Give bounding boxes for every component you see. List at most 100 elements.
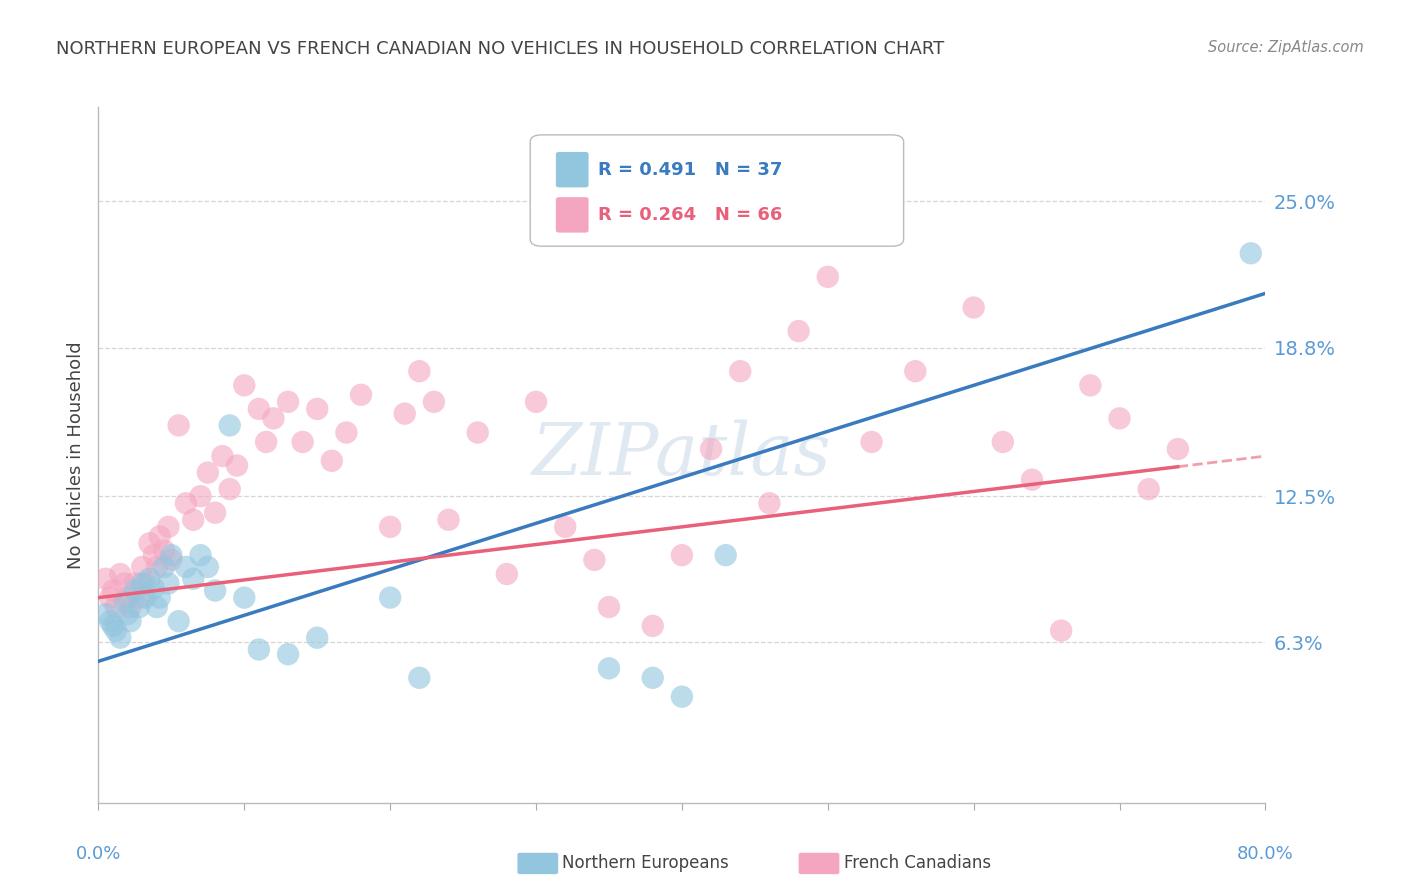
Point <box>1108 411 1130 425</box>
Point <box>174 560 197 574</box>
Point <box>262 411 284 425</box>
Point <box>598 600 620 615</box>
Point <box>181 513 204 527</box>
Point <box>104 600 127 615</box>
FancyBboxPatch shape <box>555 197 589 233</box>
Point <box>146 600 169 615</box>
Text: Source: ZipAtlas.com: Source: ZipAtlas.com <box>1208 40 1364 55</box>
Point <box>335 425 357 440</box>
Point <box>1080 378 1102 392</box>
Point <box>554 520 576 534</box>
Point <box>114 595 136 609</box>
Point <box>758 496 780 510</box>
Point <box>817 269 839 284</box>
Point <box>254 434 277 449</box>
Point <box>394 407 416 421</box>
Point <box>120 600 142 615</box>
Point <box>167 418 190 433</box>
Point <box>181 572 204 586</box>
Point <box>277 647 299 661</box>
Point <box>157 520 180 534</box>
Point <box>408 364 430 378</box>
Point <box>211 449 233 463</box>
Point <box>157 576 180 591</box>
Point <box>378 520 402 534</box>
Point <box>700 442 723 456</box>
Point <box>291 434 314 449</box>
Point <box>98 614 121 628</box>
Point <box>671 548 693 562</box>
Point <box>321 454 343 468</box>
Point <box>904 364 927 378</box>
Point <box>131 576 153 591</box>
Point <box>94 607 117 621</box>
Point <box>134 576 156 591</box>
Point <box>142 548 165 562</box>
Point <box>128 591 150 605</box>
Point <box>117 591 139 605</box>
Point <box>233 591 256 605</box>
Text: 80.0%: 80.0% <box>1237 846 1294 863</box>
Point <box>146 560 169 574</box>
Point <box>160 553 183 567</box>
Point <box>598 661 620 675</box>
Point <box>98 591 121 605</box>
Point <box>94 572 117 586</box>
Point <box>641 671 664 685</box>
Point <box>233 378 256 392</box>
Point <box>120 614 142 628</box>
Point <box>495 567 517 582</box>
Point <box>583 553 606 567</box>
Point <box>226 458 249 473</box>
Point <box>787 324 810 338</box>
Point <box>149 591 172 605</box>
Point <box>408 671 430 685</box>
Point <box>142 581 165 595</box>
Text: ZIPatlas: ZIPatlas <box>531 419 832 491</box>
Point <box>218 418 240 433</box>
Point <box>160 548 183 562</box>
Point <box>190 489 212 503</box>
Point <box>197 466 219 480</box>
Point <box>110 567 132 582</box>
Point <box>153 543 176 558</box>
Text: 0.0%: 0.0% <box>76 846 121 863</box>
Y-axis label: No Vehicles in Household: No Vehicles in Household <box>66 341 84 569</box>
Point <box>124 583 146 598</box>
Point <box>114 576 136 591</box>
Point <box>128 600 150 615</box>
Point <box>307 631 329 645</box>
Point <box>204 506 226 520</box>
Point <box>138 536 160 550</box>
Point <box>277 395 299 409</box>
Point <box>174 496 197 510</box>
Point <box>641 619 664 633</box>
Point <box>153 560 176 574</box>
Point <box>197 560 219 574</box>
Point <box>247 401 270 416</box>
Point <box>204 583 226 598</box>
Point <box>1240 246 1263 260</box>
Point <box>714 548 737 562</box>
Point <box>437 513 460 527</box>
Point <box>138 572 160 586</box>
Point <box>1021 473 1043 487</box>
Point <box>671 690 693 704</box>
Point <box>1050 624 1073 638</box>
Point <box>101 619 124 633</box>
Point <box>962 301 984 315</box>
Point <box>149 529 172 543</box>
Point <box>728 364 751 378</box>
Point <box>524 395 547 409</box>
Point <box>110 631 132 645</box>
Point <box>1137 482 1160 496</box>
Point <box>1167 442 1189 456</box>
FancyBboxPatch shape <box>555 152 589 187</box>
FancyBboxPatch shape <box>530 135 904 246</box>
Point <box>350 388 373 402</box>
Text: NORTHERN EUROPEAN VS FRENCH CANADIAN NO VEHICLES IN HOUSEHOLD CORRELATION CHART: NORTHERN EUROPEAN VS FRENCH CANADIAN NO … <box>56 40 945 58</box>
Point <box>423 395 446 409</box>
Point <box>104 624 127 638</box>
Point <box>134 591 156 605</box>
Point <box>117 607 139 621</box>
